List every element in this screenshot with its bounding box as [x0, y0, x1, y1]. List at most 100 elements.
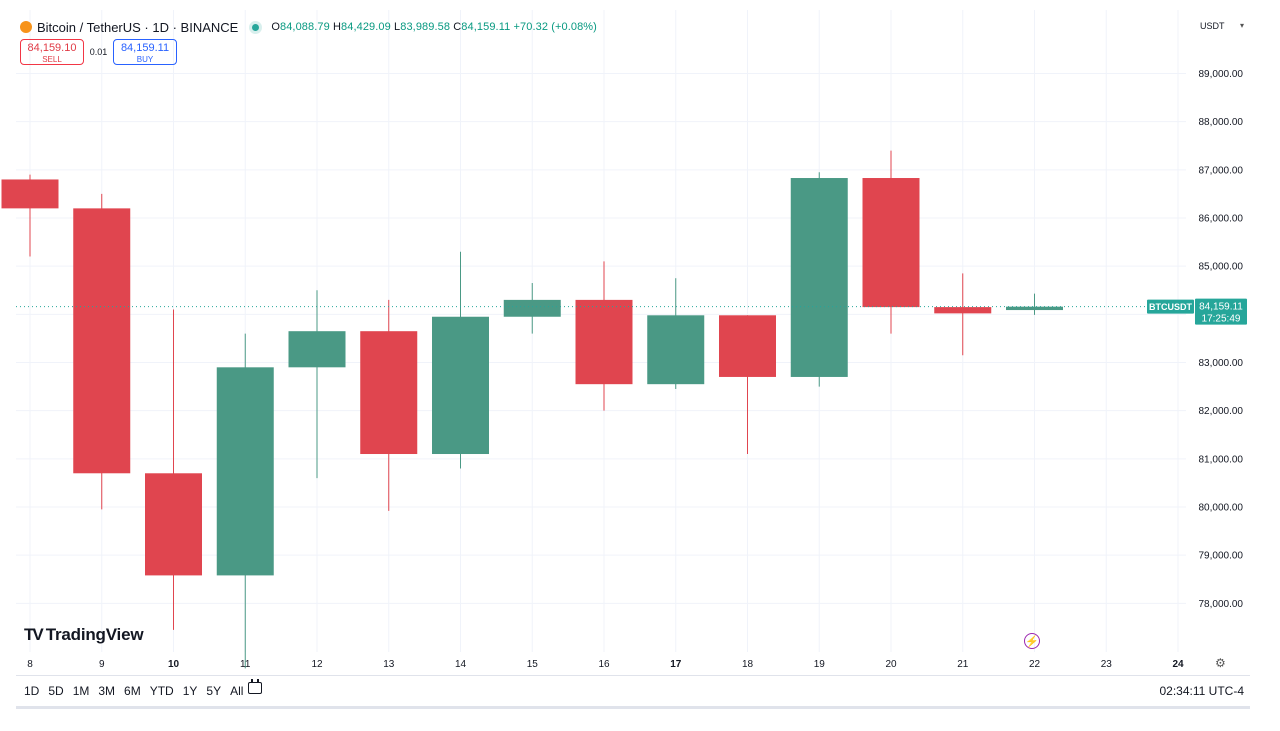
price-tick-label: 82,000.00 [1199, 406, 1244, 417]
range-buttons: 1D 5D 1M 3M 6M YTD 1Y 5Y All [24, 684, 252, 698]
date-tick-label: 14 [455, 659, 467, 670]
candle-18[interactable] [719, 315, 776, 455]
candle-15[interactable] [503, 283, 561, 334]
price-axis[interactable]: 78,000.00 79,000.00 80,000.00 81,000.00 82,0… [1199, 69, 1244, 610]
candle-22[interactable] [1006, 293, 1063, 315]
range-button-1d[interactable]: 1D [24, 684, 40, 698]
range-button-1m[interactable]: 1M [72, 684, 90, 698]
bottom-divider [16, 706, 1250, 709]
sell-label: SELL [42, 55, 62, 64]
date-tick-label: 15 [527, 659, 539, 670]
date-tick-label: 16 [598, 659, 610, 670]
candle-13[interactable] [360, 299, 418, 511]
candle-21[interactable] [934, 273, 992, 356]
range-button-5d[interactable]: 5D [48, 684, 64, 698]
clock[interactable]: 02:34:11 UTC-4 [1159, 684, 1245, 698]
price-label-box [1195, 298, 1247, 325]
candle-body [216, 367, 274, 576]
candle-body [1, 179, 59, 209]
buy-button[interactable]: 84,159.11 BUY [113, 39, 177, 65]
buy-label: BUY [136, 55, 154, 64]
symbol-tag-text: BTCUSDT [1149, 302, 1192, 312]
chevron-down-icon: ▾ [1239, 21, 1244, 30]
calendar-icon[interactable] [248, 679, 262, 694]
candle-body [790, 178, 848, 377]
price-tick-label: 89,000.00 [1199, 69, 1244, 80]
symbol-tag [1147, 299, 1194, 314]
range-button-all[interactable]: All [230, 684, 244, 698]
close-value: 84,159.11 [461, 21, 511, 33]
date-tick-label: 24 [1172, 659, 1184, 670]
price-tick-label: 86,000.00 [1199, 214, 1244, 225]
candle-9[interactable] [73, 193, 131, 510]
market-status-icon[interactable] [252, 23, 260, 31]
candle-body [432, 316, 489, 455]
candle-body [503, 299, 561, 317]
range-button-5y[interactable]: 5Y [206, 684, 222, 698]
settings-icon[interactable]: ⚙ [1215, 656, 1226, 670]
change-value: +70.32 (+0.08%) [513, 21, 597, 33]
sell-price: 84,159.10 [27, 42, 77, 54]
open-key: O [271, 21, 280, 33]
high-key: H [332, 21, 342, 33]
bitcoin-icon [20, 21, 32, 33]
candle-8[interactable] [1, 174, 59, 257]
tradingview-logo-icon: TV [24, 625, 44, 644]
logo-text: TradingView [45, 625, 144, 644]
currency-selector[interactable]: USDT ▾ [1196, 16, 1248, 36]
candle-body [360, 331, 418, 455]
low-key: L [394, 21, 401, 33]
candle-19[interactable] [790, 172, 848, 387]
date-tick-label: 12 [311, 659, 323, 670]
price-tick-label: 79,000.00 [1199, 551, 1244, 562]
candle-16[interactable] [575, 261, 633, 411]
range-button-3m[interactable]: 3M [98, 684, 116, 698]
lightning-icon[interactable]: ⚡ [1024, 633, 1040, 649]
countdown-value: 17:25:49 [1202, 314, 1241, 325]
price-tick-label: 80,000.00 [1199, 503, 1244, 514]
price-tick-label: 78,000.00 [1199, 599, 1244, 610]
close-key: C [453, 21, 462, 33]
high-value: 84,429.09 [341, 21, 391, 33]
candle-11[interactable] [216, 333, 274, 669]
tradingview-logo[interactable]: TV TradingView [24, 625, 144, 645]
candle-10[interactable] [145, 309, 202, 630]
range-button-ytd[interactable]: YTD [149, 684, 174, 698]
range-button-6m[interactable]: 6M [124, 684, 141, 698]
date-tick-label: 23 [1101, 659, 1113, 670]
candles [1, 150, 1063, 669]
price-tick-label: 88,000.00 [1199, 117, 1244, 128]
candle-body [73, 208, 131, 474]
currency-label: USDT [1200, 21, 1225, 31]
price-tick-label: 87,000.00 [1199, 165, 1244, 176]
ohlc-values: O84,088.79 H84,429.09 L83,989.58 C84,159… [271, 21, 597, 33]
candle-body [719, 315, 776, 377]
open-value: 84,088.79 [279, 21, 330, 33]
candle-17[interactable] [647, 278, 705, 389]
date-tick-label: 20 [885, 659, 897, 670]
price-label-value: 84,159.11 [1199, 302, 1243, 313]
date-tick-label: 10 [168, 659, 180, 670]
range-button-1y[interactable]: 1Y [182, 684, 198, 698]
symbol-title[interactable]: Bitcoin / TetherUS · 1D · BINANCE [37, 19, 239, 35]
price-tick-label: 85,000.00 [1199, 262, 1244, 273]
date-tick-label: 22 [1029, 659, 1041, 670]
sell-button[interactable]: 84,159.10 SELL [20, 39, 84, 65]
candle-body [647, 315, 705, 385]
candle-body [934, 307, 992, 314]
candle-body [288, 331, 346, 368]
date-tick-label: 9 [99, 659, 105, 670]
candle-body [145, 473, 202, 576]
chart-header: Bitcoin / TetherUS · 1D · BINANCE O84,08… [20, 18, 597, 36]
date-tick-label: 21 [957, 659, 969, 670]
candle-20[interactable] [862, 150, 920, 334]
candle-14[interactable] [432, 251, 489, 469]
bottom-toolbar: 1D 5D 1M 3M 6M YTD 1Y 5Y All 02:34:11 UTC-4 [16, 675, 1250, 706]
candle-body [575, 299, 633, 385]
candle-body [862, 178, 920, 308]
date-tick-label: 11 [240, 659, 251, 670]
time-axis[interactable]: 8 9 10 11 12 13 14 15 16 17 18 19 20 21 22 23 24 [27, 659, 1184, 670]
candle-12[interactable] [288, 290, 346, 479]
